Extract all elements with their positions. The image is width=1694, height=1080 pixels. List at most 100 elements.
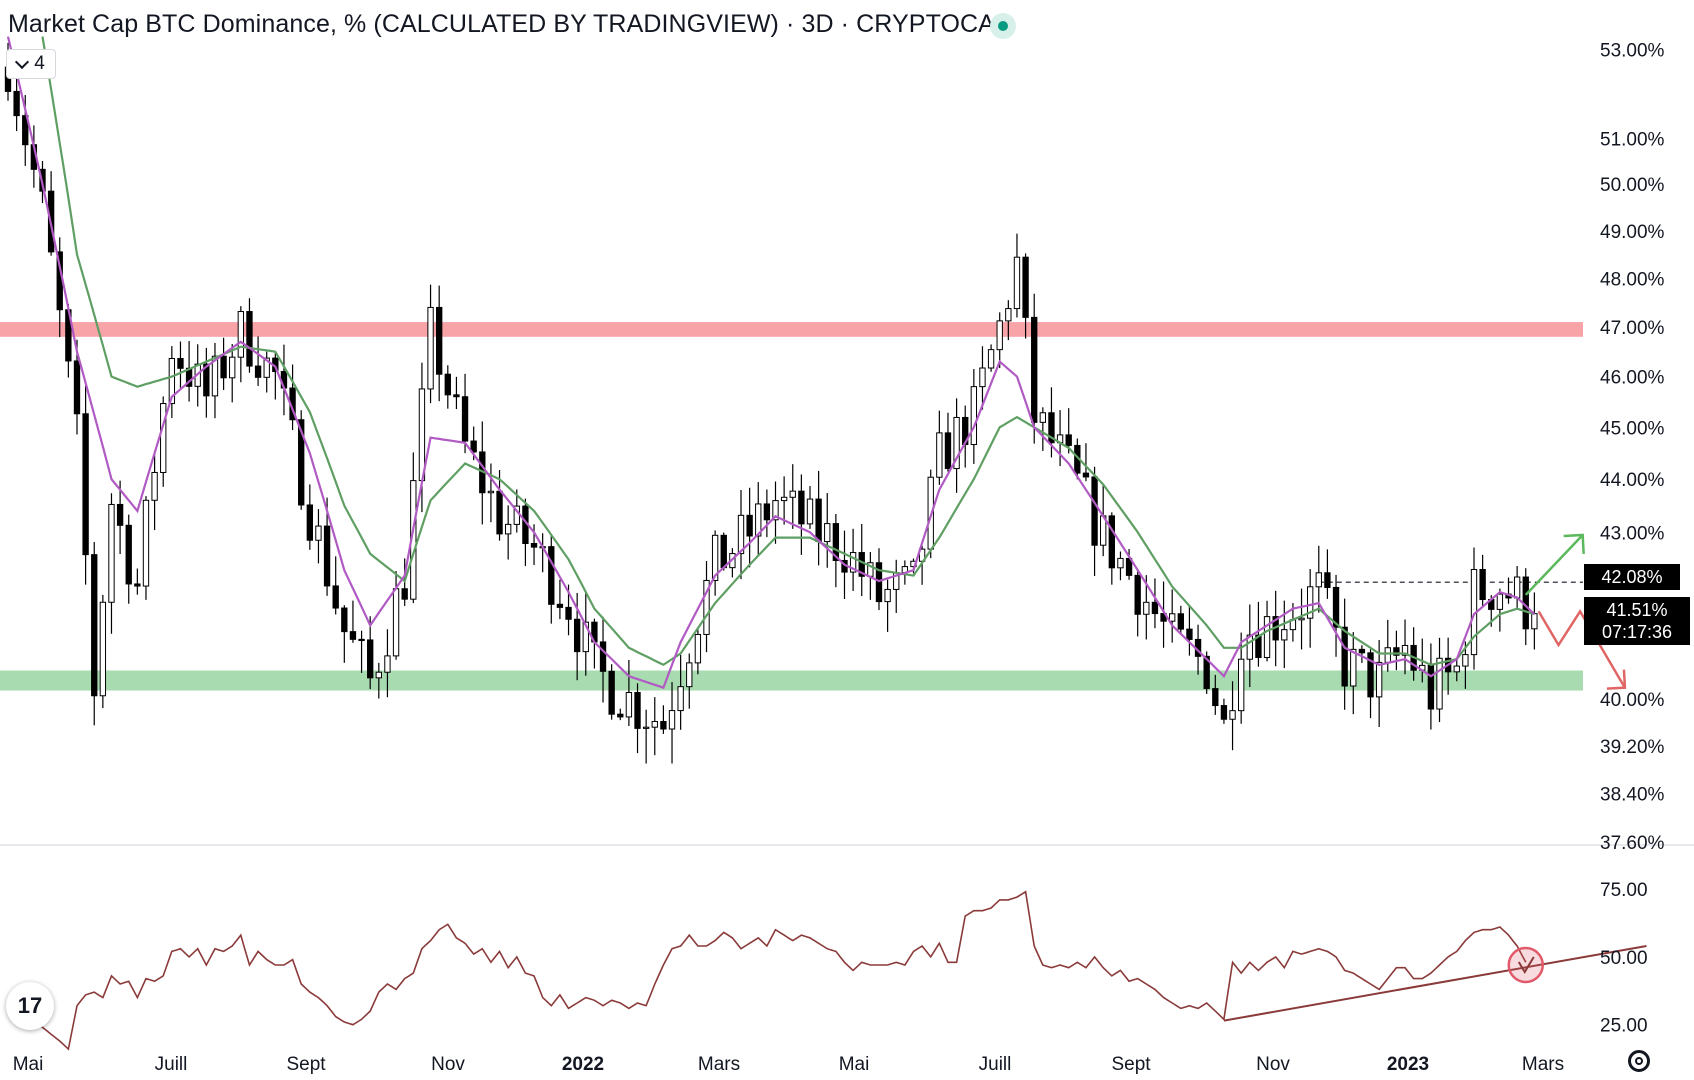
candle xyxy=(246,311,253,367)
candle xyxy=(1013,256,1021,310)
candle xyxy=(1177,613,1184,630)
price-axis-label: 40.00% xyxy=(1600,690,1665,711)
candle xyxy=(548,546,555,605)
candle xyxy=(1220,705,1228,720)
candle xyxy=(254,365,262,378)
candle xyxy=(22,115,29,146)
zones-layer xyxy=(0,322,1583,691)
bearish-arrow-head xyxy=(1606,669,1627,690)
price-axis-label: 53.00% xyxy=(1600,41,1665,62)
indicators-toggle-button[interactable]: 4 xyxy=(6,49,56,79)
candle xyxy=(849,552,857,573)
level-price-tag: 42.08% xyxy=(1584,564,1680,590)
checkmark-icon xyxy=(1517,956,1535,974)
candle xyxy=(470,440,477,453)
candle xyxy=(599,641,607,672)
candle xyxy=(82,413,89,556)
candle xyxy=(13,90,20,117)
price-axis-label: 48.00% xyxy=(1600,269,1665,290)
candle xyxy=(1436,657,1443,710)
candle xyxy=(1393,647,1400,656)
candle xyxy=(1479,568,1486,601)
bullish-arrow-head xyxy=(1563,533,1585,555)
candle xyxy=(1022,256,1029,318)
candle xyxy=(1367,652,1374,698)
candle xyxy=(151,471,158,501)
candle xyxy=(1229,710,1236,720)
time-axis-label: Sept xyxy=(286,1054,326,1075)
candle xyxy=(642,726,650,729)
price-pane xyxy=(4,36,1627,764)
candle xyxy=(349,631,357,640)
time-axis-label: Mars xyxy=(1522,1054,1564,1075)
time-axis-label: Sept xyxy=(1111,1054,1151,1075)
candle xyxy=(1384,647,1391,663)
candle xyxy=(1143,601,1150,615)
rsi-trendline xyxy=(1223,945,1647,1022)
candle xyxy=(953,416,960,470)
price-axis-label: 51.00% xyxy=(1600,129,1665,150)
candle xyxy=(1298,617,1305,621)
candle xyxy=(668,710,676,730)
candle xyxy=(306,504,313,541)
candle xyxy=(358,638,365,642)
candle xyxy=(1031,316,1038,423)
candle xyxy=(211,355,219,397)
indicator-axis-label: 50.00 xyxy=(1600,948,1648,969)
price-axis-label: 37.60% xyxy=(1600,833,1665,854)
candle xyxy=(160,403,167,473)
candle xyxy=(99,601,107,697)
candle xyxy=(203,363,210,397)
time-axis-label: Juill xyxy=(155,1054,188,1075)
time-axis-label: Mars xyxy=(698,1054,740,1075)
candle xyxy=(1531,613,1538,630)
candle xyxy=(608,670,615,715)
candle xyxy=(496,490,503,535)
candle xyxy=(375,671,382,679)
candle xyxy=(384,655,391,673)
candle xyxy=(1453,665,1460,673)
candle xyxy=(1255,634,1262,658)
level-price-tag-text: 42.08% xyxy=(1601,567,1663,587)
candle xyxy=(263,357,270,378)
candle xyxy=(487,490,495,494)
candle xyxy=(720,534,727,569)
candle xyxy=(504,523,512,535)
candle xyxy=(556,603,564,608)
candle xyxy=(763,503,771,521)
candle xyxy=(746,514,753,537)
candle xyxy=(806,498,814,525)
candle xyxy=(686,662,693,688)
candle xyxy=(703,579,710,635)
candle xyxy=(1151,601,1159,615)
candle xyxy=(91,554,98,697)
price-axis-label: 46.00% xyxy=(1600,368,1665,389)
time-axis-label: 2023 xyxy=(1387,1054,1429,1075)
rsi-touch-marker xyxy=(1507,946,1545,984)
axes-layer: 53.00% 51.00% 50.00% 49.00% 48.00% 47.00% 46.0… xyxy=(0,41,1694,1075)
candle xyxy=(427,306,434,390)
candle xyxy=(1332,586,1340,628)
candle xyxy=(125,524,132,585)
time-axis-label: Nov xyxy=(431,1054,465,1075)
candle xyxy=(1117,557,1124,569)
last-price-tag: 41.51% 07:17:36 xyxy=(1584,597,1690,645)
candle xyxy=(220,355,227,379)
candle xyxy=(651,721,658,728)
time-axis-label: Juill xyxy=(979,1054,1012,1075)
market-status-dot xyxy=(990,13,1016,39)
candle xyxy=(315,525,322,541)
candle xyxy=(392,588,400,657)
candle xyxy=(1427,664,1435,710)
candle xyxy=(617,713,624,718)
candle xyxy=(177,358,184,369)
candle xyxy=(565,606,572,620)
candle xyxy=(573,618,581,653)
tradingview-logo[interactable]: 17 xyxy=(6,982,54,1030)
candle xyxy=(789,490,796,498)
candle xyxy=(108,503,115,603)
gear-icon[interactable] xyxy=(1628,1050,1650,1072)
candle xyxy=(815,498,822,543)
candle xyxy=(582,621,589,653)
